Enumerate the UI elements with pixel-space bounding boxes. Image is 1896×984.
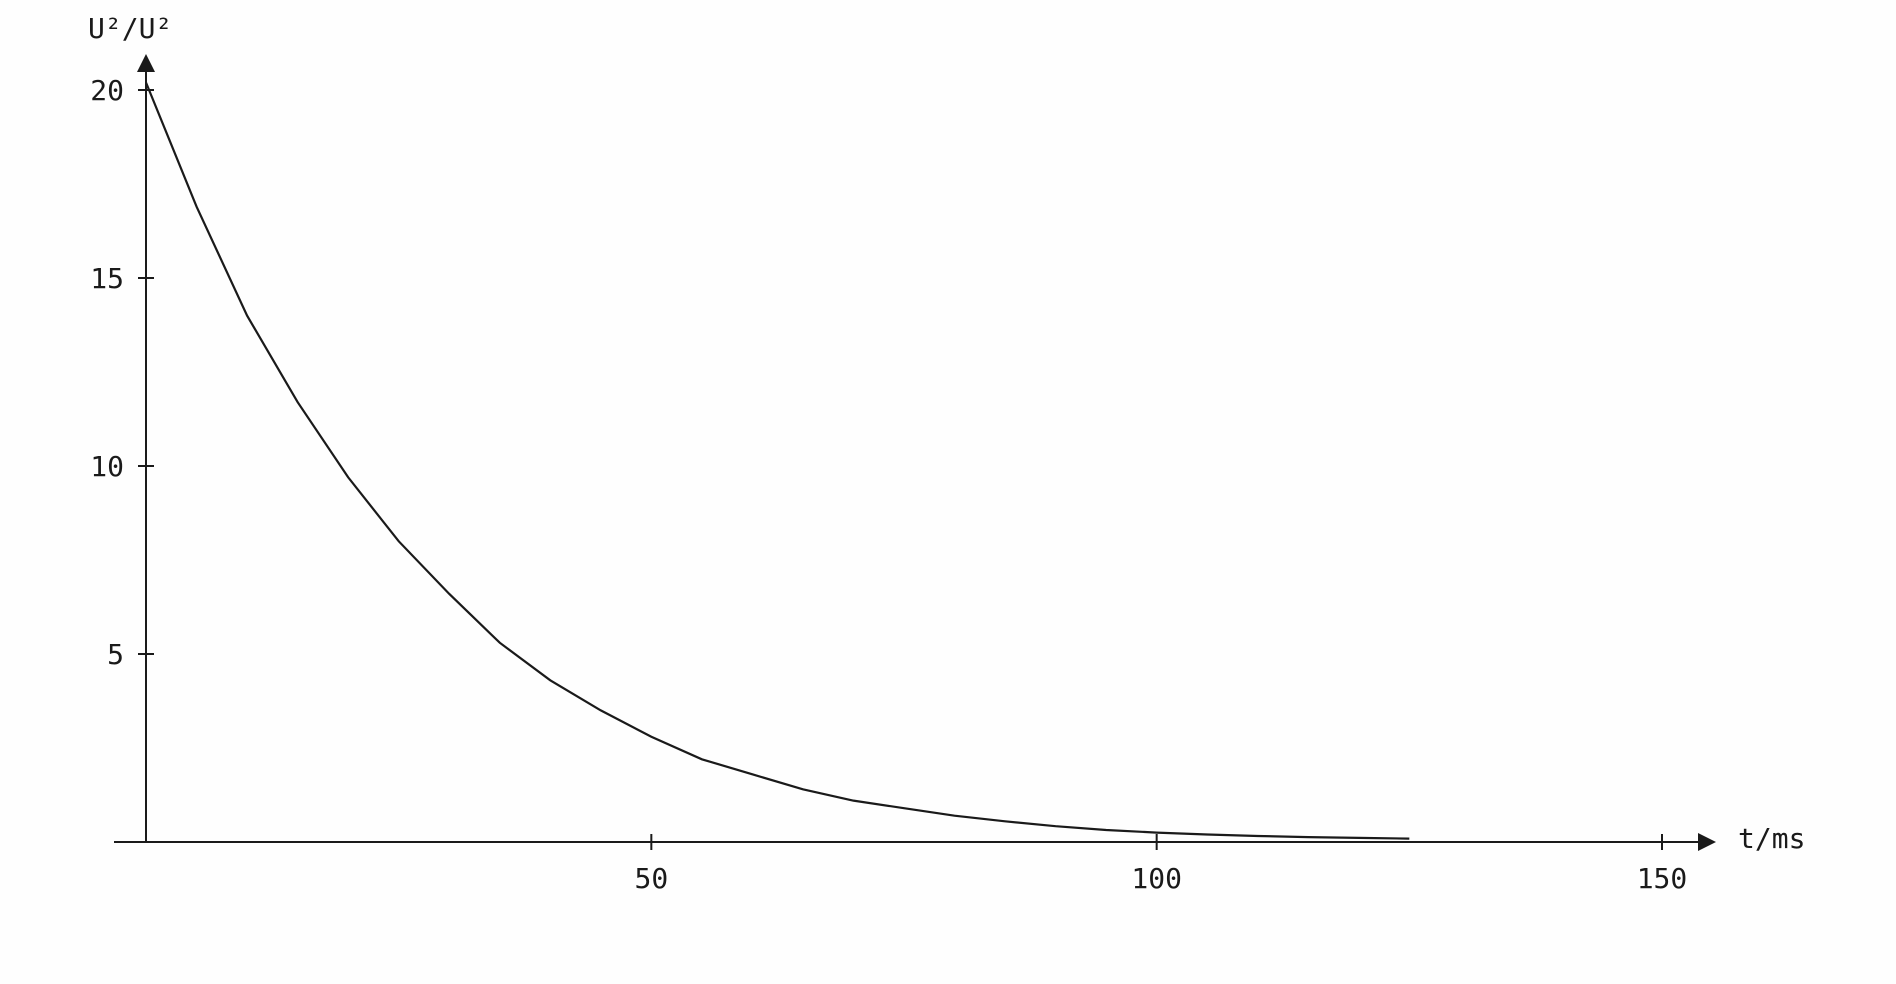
y-axis: U²/U²	[88, 12, 172, 842]
y-tick-label: 20	[90, 74, 124, 107]
x-tick-label: 50	[634, 862, 668, 895]
y-tick-label: 15	[90, 262, 124, 295]
x-axis-arrow	[1698, 833, 1716, 851]
x-ticks: 50 100 150	[634, 834, 1687, 895]
x-tick-label: 150	[1637, 862, 1688, 895]
y-axis-arrow	[137, 54, 155, 72]
series-line-1	[144, 82, 1410, 840]
y-tick-label: 10	[90, 450, 124, 483]
x-tick-label: 100	[1131, 862, 1182, 895]
x-axis-label: t/ms	[1738, 822, 1805, 855]
y-axis-label: U²/U²	[88, 12, 172, 45]
series-layer	[144, 82, 1410, 840]
y-ticks: 5 10 15 20	[90, 74, 154, 671]
x-axis: t/ms	[114, 822, 1805, 855]
y-tick-label: 5	[107, 638, 124, 671]
